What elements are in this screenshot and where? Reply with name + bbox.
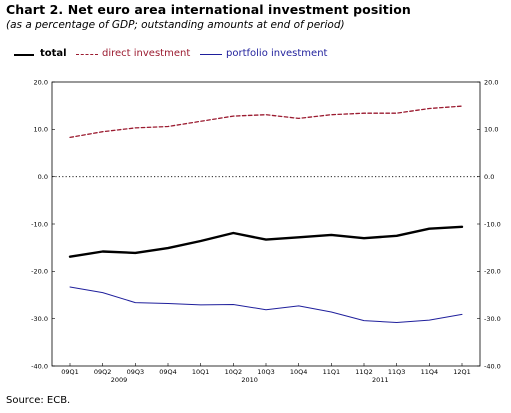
y-tick-label-left: -10.0 [31,220,48,228]
y-tick-label-left: 0.0 [38,173,48,181]
source-note: Source: ECB. [6,395,71,406]
x-tick-label: 11Q1 [323,368,341,376]
x-tick-label: 10Q2 [225,368,243,376]
y-tick-label-left: -40.0 [31,362,48,370]
legend-label-portfolio-investment: portfolio investment [226,48,328,59]
y-tick-label-left: -20.0 [31,268,48,276]
series-line-portfolio-investment [69,286,463,323]
y-tick-label-right: 10.0 [484,126,498,134]
y-tick-label-left: 20.0 [34,78,48,86]
x-tick-label: 12Q1 [453,368,471,376]
chart-subtitle: (as a percentage of GDP; outstanding amo… [6,19,345,31]
x-year-label: 2009 [111,376,128,384]
x-tick-label: 10Q3 [257,368,275,376]
series-line-total [68,225,464,258]
x-tick-label: 09Q2 [94,368,112,376]
x-tick-label: 09Q3 [127,368,145,376]
y-tick-label-left: -30.0 [31,315,48,323]
legend-label-direct-investment: direct investment [102,48,191,59]
y-tick-label-right: -40.0 [484,362,501,370]
x-tick-label: 10Q1 [192,368,210,376]
y-tick-label-right: -30.0 [484,315,501,323]
x-tick-label: 09Q1 [61,368,79,376]
y-tick-label-left: 10.0 [34,126,48,134]
x-year-label: 2011 [372,376,389,384]
x-tick-label: 10Q4 [290,368,308,376]
y-tick-label-right: -20.0 [484,268,501,276]
plot-frame [51,81,481,367]
y-tick-label-right: -10.0 [484,220,501,228]
legend-swatch-portfolio-investment [200,54,222,55]
series-line-direct-investment [69,105,463,139]
legend-swatch-total [14,54,34,56]
legend-swatch-direct-investment [76,54,98,55]
x-tick-label: 11Q2 [355,368,373,376]
x-tick-label: 09Q4 [159,368,177,376]
x-tick-label: 11Q3 [388,368,406,376]
y-tick-label-right: 0.0 [484,173,494,181]
y-tick-label-right: 20.0 [484,78,498,86]
x-tick-label: 11Q4 [421,368,439,376]
x-year-label: 2010 [241,376,258,384]
legend-label-total: total [40,48,67,59]
chart-title: Chart 2. Net euro area international inv… [6,2,411,17]
